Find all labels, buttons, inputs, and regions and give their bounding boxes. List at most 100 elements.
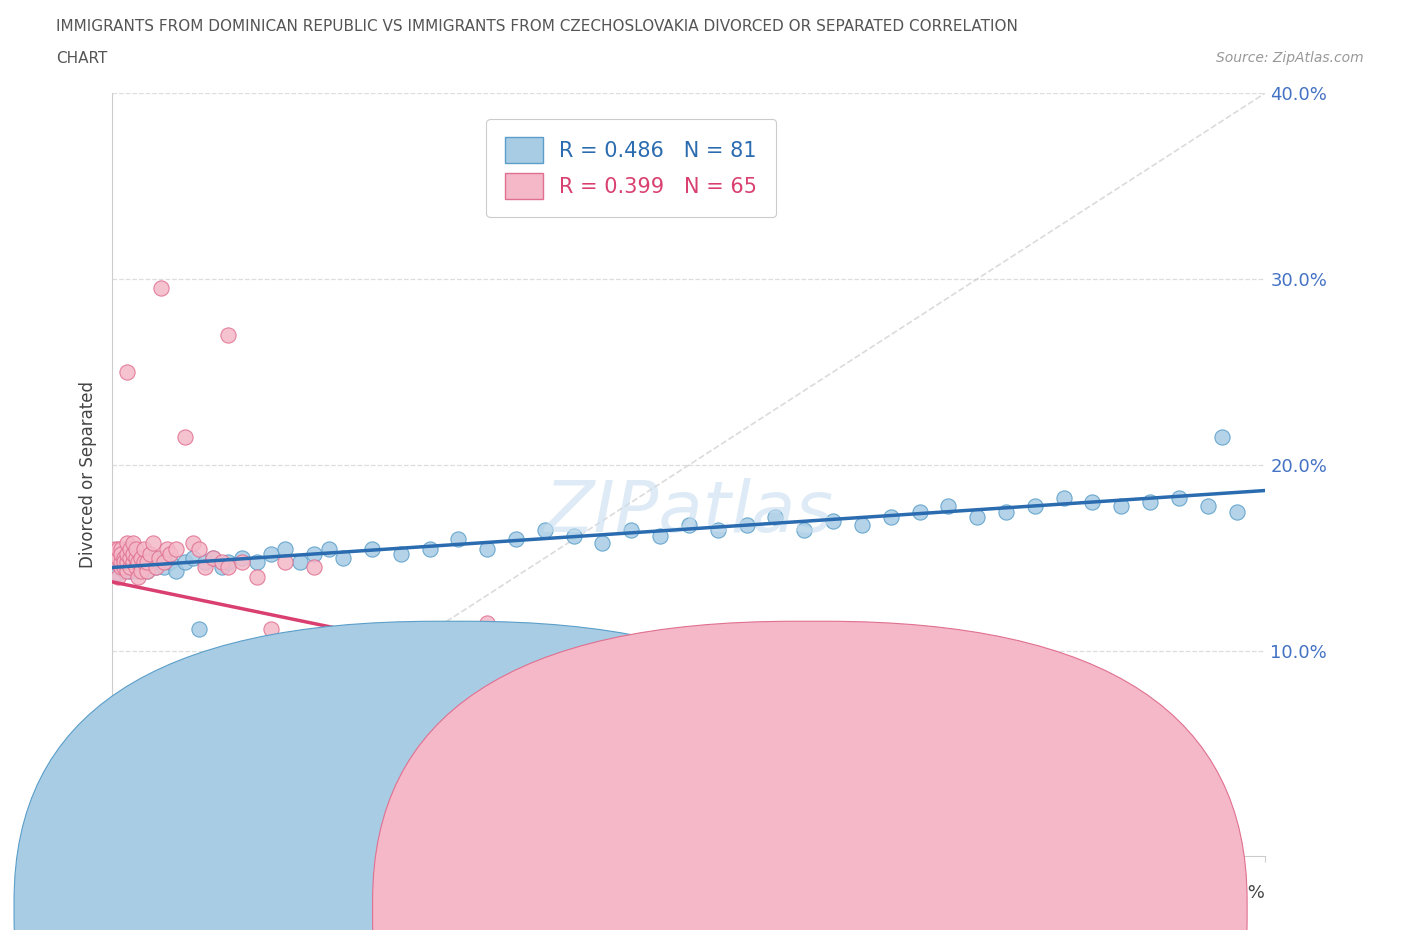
Point [112, 690, 135, 705]
Point [107, 541, 129, 556]
Point [150, 551, 173, 565]
Point [173, 554, 195, 569]
Point [129, 564, 153, 578]
Point [231, 722, 253, 737]
Point [110, 541, 132, 556]
Point [124, 714, 146, 729]
Point [136, 714, 159, 729]
Point [118, 564, 141, 578]
Point [110, 718, 132, 733]
Point [1081, 495, 1104, 510]
Point [136, 554, 159, 569]
Point [332, 551, 354, 565]
Point [707, 523, 730, 538]
Point [332, 644, 354, 658]
Point [505, 532, 527, 547]
Point [127, 554, 149, 569]
Point [121, 554, 143, 569]
Point [1197, 498, 1219, 513]
Y-axis label: Divorced or Separated: Divorced or Separated [79, 380, 97, 568]
Point [360, 671, 382, 686]
Point [650, 528, 672, 543]
Point [118, 560, 141, 575]
Point [260, 621, 283, 636]
Point [134, 541, 156, 556]
Point [419, 541, 441, 556]
Point [202, 551, 225, 565]
Point [304, 560, 326, 575]
Point [127, 560, 149, 575]
Point [115, 709, 138, 724]
Point [139, 547, 162, 562]
Text: CHART: CHART [56, 51, 108, 66]
Point [110, 554, 132, 569]
Point [134, 554, 156, 569]
Point [620, 523, 643, 538]
Point [1111, 498, 1133, 513]
Point [173, 718, 195, 733]
Point [1211, 430, 1233, 445]
Point [274, 554, 297, 569]
Point [188, 714, 211, 729]
Point [107, 551, 129, 565]
Point [110, 547, 132, 562]
Point [389, 547, 412, 562]
Point [115, 554, 138, 569]
Point [419, 677, 441, 692]
Point [1024, 498, 1046, 513]
Point [150, 281, 173, 296]
Point [112, 560, 135, 575]
Point [118, 541, 141, 556]
Point [936, 498, 959, 513]
Point [217, 709, 239, 724]
Point [156, 541, 179, 556]
Point [202, 703, 225, 718]
Point [194, 560, 217, 575]
Point [1053, 491, 1076, 506]
Point [139, 554, 162, 569]
Point [231, 551, 253, 565]
Point [821, 513, 844, 528]
Point [124, 560, 146, 575]
Point [246, 569, 269, 584]
Point [1167, 491, 1189, 506]
Point [148, 554, 170, 569]
Point [246, 554, 269, 569]
Point [173, 430, 195, 445]
Point [112, 551, 135, 565]
Point [142, 536, 165, 551]
Point [145, 560, 167, 575]
Point [118, 551, 141, 565]
Point [110, 560, 132, 575]
Point [592, 536, 614, 551]
Point [475, 616, 499, 631]
Point [127, 569, 149, 584]
Point [181, 536, 204, 551]
Point [304, 547, 326, 562]
Point [165, 564, 187, 578]
Point [124, 551, 146, 565]
Point [127, 554, 149, 569]
Point [153, 554, 176, 569]
Point [129, 727, 153, 742]
Point [118, 554, 141, 569]
Point [124, 564, 146, 578]
Point [159, 547, 181, 562]
Text: IMMIGRANTS FROM DOMINICAN REPUBLIC VS IMMIGRANTS FROM CZECHOSLOVAKIA DIVORCED OR: IMMIGRANTS FROM DOMINICAN REPUBLIC VS IM… [56, 19, 1018, 33]
Point [217, 327, 239, 342]
Point [136, 564, 159, 578]
Point [765, 510, 787, 525]
Point [211, 554, 233, 569]
Point [110, 547, 132, 562]
Point [1226, 504, 1249, 519]
Point [260, 547, 283, 562]
Point [112, 541, 135, 556]
Point [129, 551, 153, 565]
Point [112, 564, 135, 578]
Point [115, 547, 138, 562]
Point [148, 551, 170, 565]
Point [110, 560, 132, 575]
Point [389, 666, 412, 681]
Text: ZIPatlas: ZIPatlas [544, 478, 834, 547]
Point [562, 658, 585, 673]
